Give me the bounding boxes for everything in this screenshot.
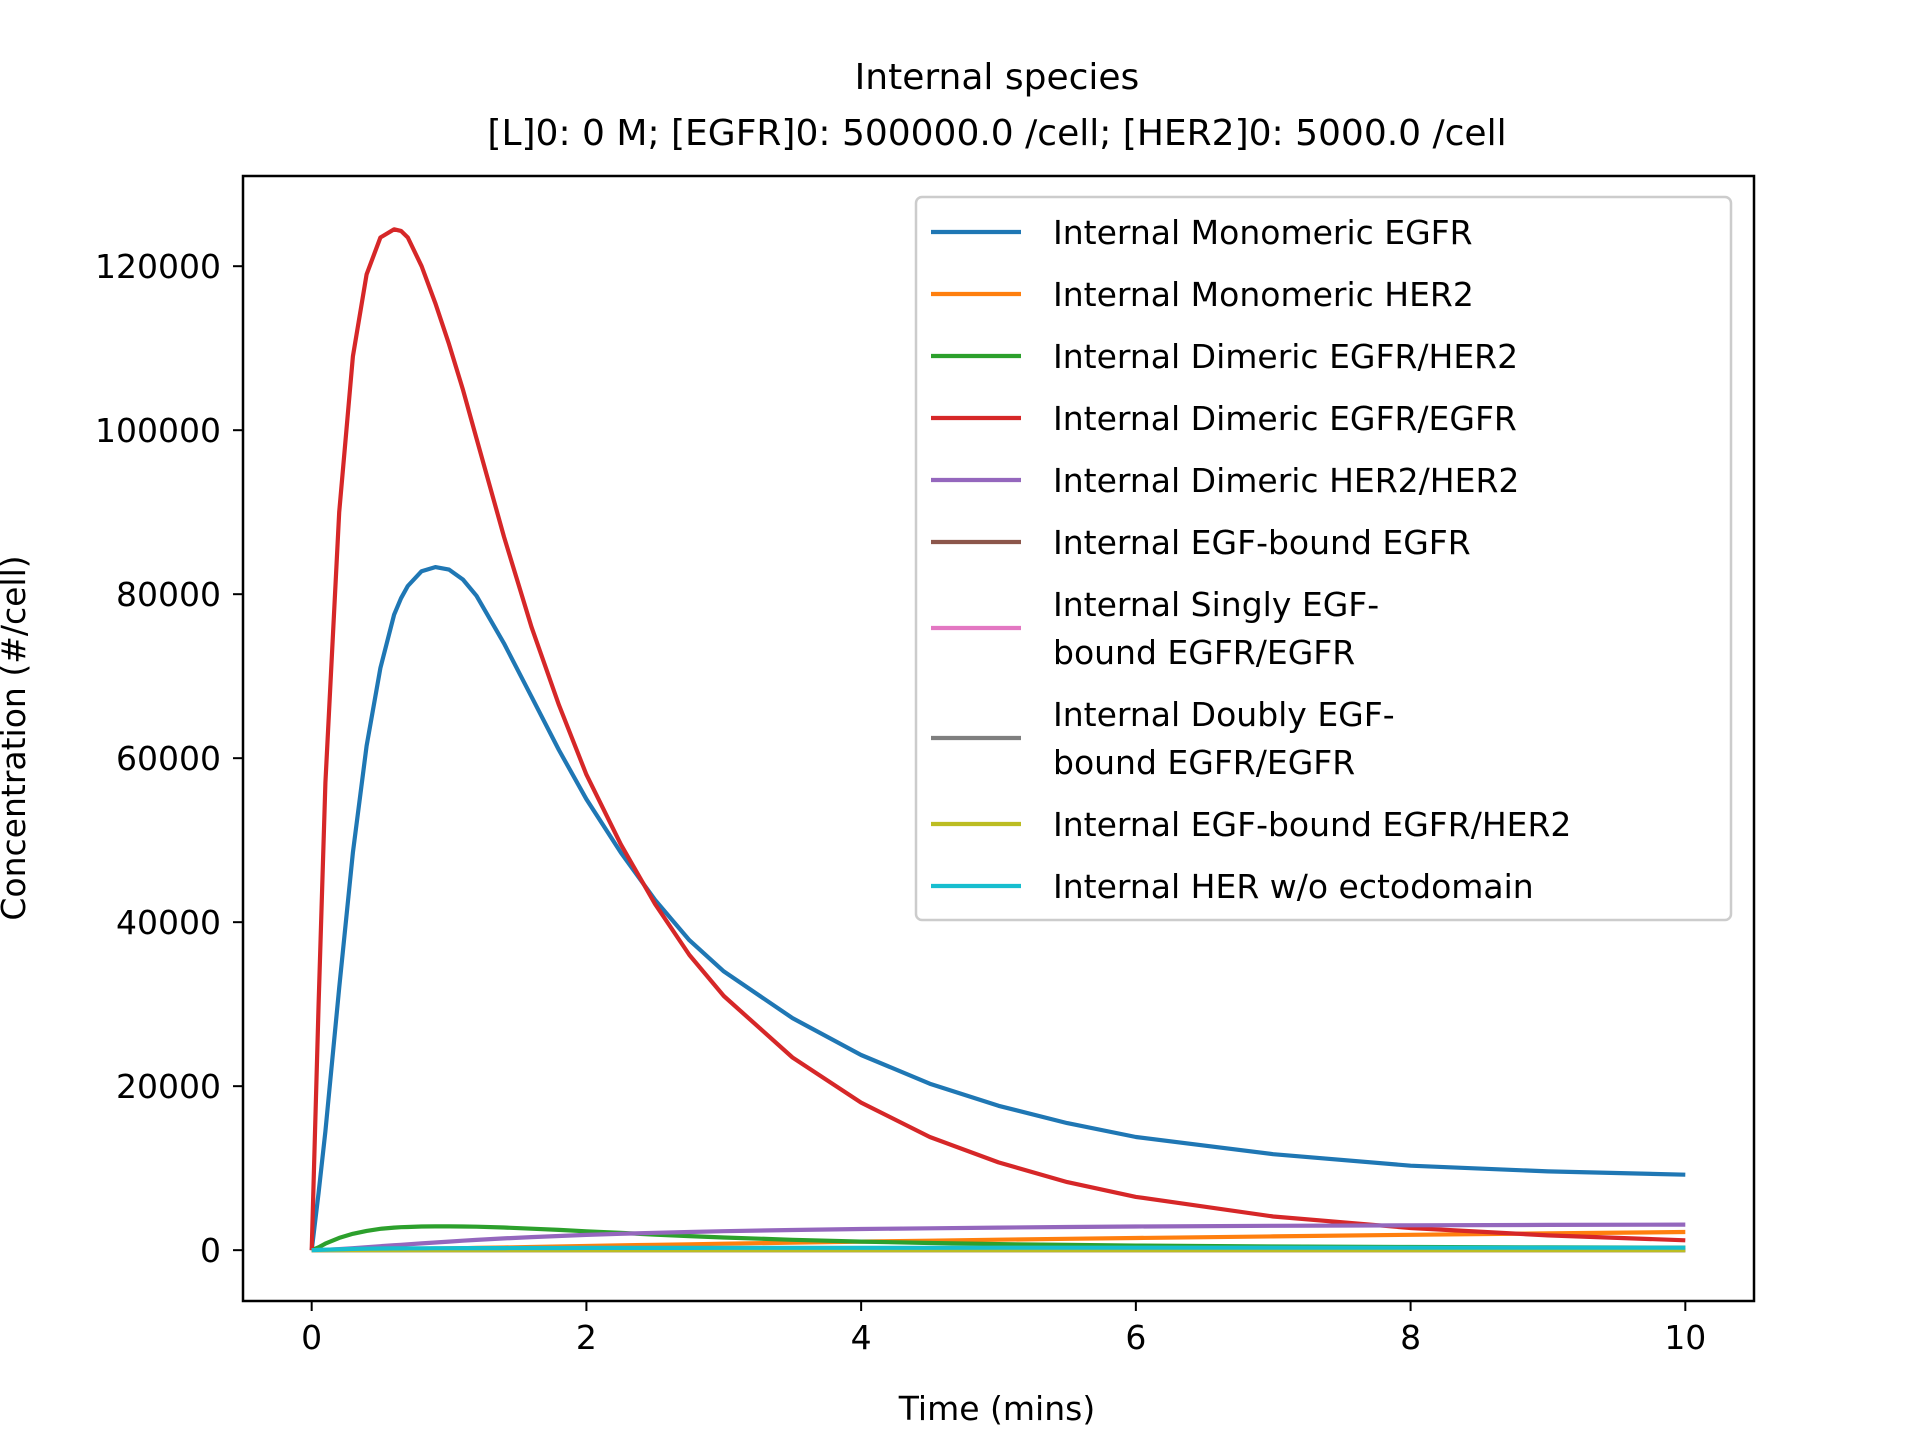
legend-label: Internal Dimeric EGFR/HER2 <box>1053 337 1518 376</box>
legend-label: Internal EGF-bound EGFR <box>1053 523 1471 562</box>
x-tick-label: 8 <box>1400 1318 1421 1357</box>
y-tick-label: 40000 <box>116 903 221 942</box>
y-tick-label: 100000 <box>95 411 221 450</box>
legend-label: Internal Doubly EGF- <box>1053 695 1395 734</box>
x-axis: 0 2 4 6 8 10 <box>301 1301 1706 1357</box>
y-tick-label: 120000 <box>95 247 221 286</box>
chart-subtitle: [L]0: 0 M; [EGFR]0: 500000.0 /cell; [HER… <box>487 113 1506 154</box>
y-axis-label: Concentration (#/cell) <box>0 555 33 920</box>
series-lines <box>309 227 1686 1253</box>
legend-label: bound EGFR/EGFR <box>1053 743 1355 782</box>
legend-label: Internal Singly EGF- <box>1053 585 1379 624</box>
legend-label: Internal Dimeric EGFR/EGFR <box>1053 399 1517 438</box>
x-tick-label: 2 <box>576 1318 597 1357</box>
series-line <box>309 565 1686 1251</box>
legend-label: Internal Monomeric HER2 <box>1053 275 1474 314</box>
series-line <box>310 1224 1686 1253</box>
legend: Internal Monomeric EGFR Internal Monomeri… <box>914 195 1733 922</box>
x-tick-label: 4 <box>851 1318 872 1357</box>
chart-title: Internal species <box>855 57 1140 98</box>
legend-label: Internal EGF-bound EGFR/HER2 <box>1053 805 1571 844</box>
x-tick-label: 6 <box>1125 1318 1146 1357</box>
y-tick-label: 0 <box>200 1231 221 1270</box>
legend-label: Internal Monomeric EGFR <box>1053 213 1473 252</box>
series-line <box>311 1245 1686 1253</box>
x-axis-label: Time (mins) <box>898 1389 1095 1428</box>
legend-label: bound EGFR/EGFR <box>1053 633 1355 672</box>
y-tick-label: 80000 <box>116 575 221 614</box>
legend-frame <box>914 195 1733 922</box>
plot-frame <box>241 174 1756 1303</box>
legend-label: Internal Dimeric HER2/HER2 <box>1053 461 1519 500</box>
legend-label: Internal HER w/o ectodomain <box>1053 867 1534 906</box>
x-tick-label: 10 <box>1664 1318 1706 1357</box>
y-tick-label: 20000 <box>116 1067 221 1106</box>
y-axis: 0 20000 40000 60000 80000 100000 120000 <box>95 247 243 1270</box>
x-tick-label: 0 <box>301 1318 322 1357</box>
y-tick-label: 60000 <box>116 739 221 778</box>
series-line <box>309 227 1686 1251</box>
